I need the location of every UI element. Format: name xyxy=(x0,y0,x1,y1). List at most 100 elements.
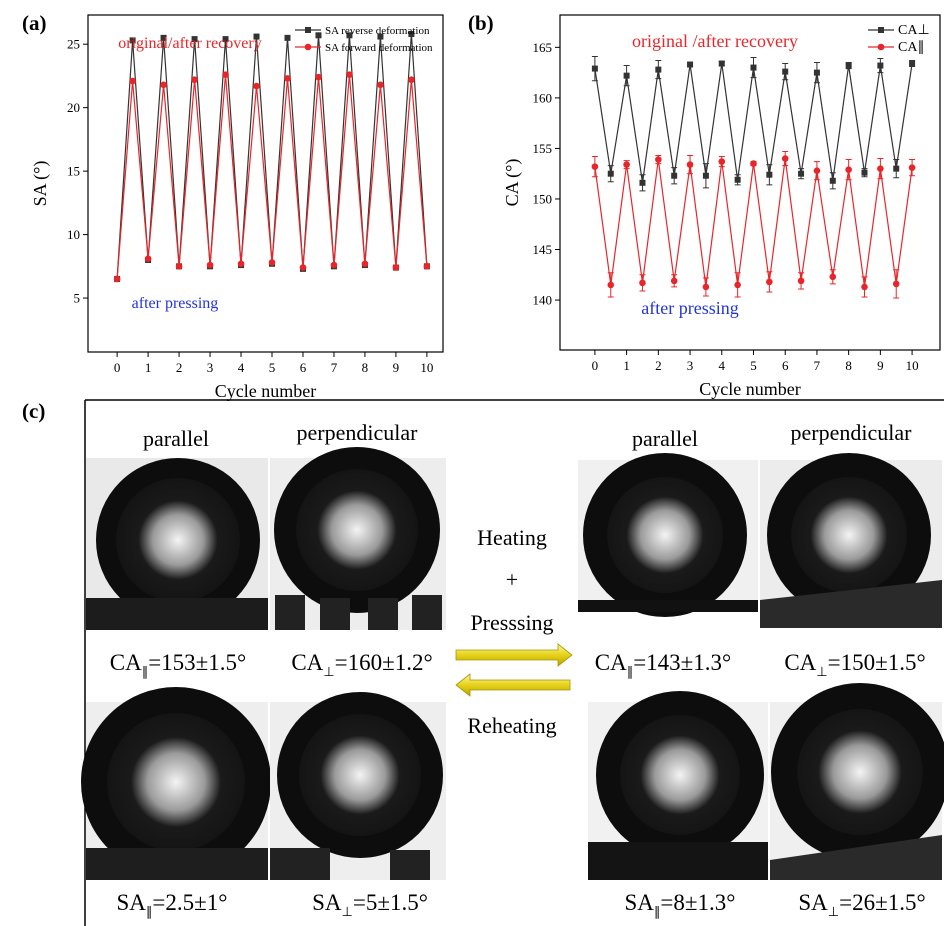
caption-sub: ∥ xyxy=(142,664,149,679)
marker xyxy=(160,34,167,41)
annotation: original /after recovery xyxy=(632,31,798,51)
x-tick-label: 8 xyxy=(845,358,852,373)
legend-label: SA forward deformation xyxy=(325,42,433,54)
header: parallel xyxy=(143,426,209,451)
y-tick-label: 5 xyxy=(74,291,81,306)
marker xyxy=(237,260,245,268)
marker xyxy=(408,31,415,38)
marker xyxy=(798,170,805,177)
marker xyxy=(750,160,757,167)
marker xyxy=(191,76,198,84)
marker xyxy=(423,263,431,270)
photo xyxy=(588,691,768,880)
photo xyxy=(770,683,944,880)
caption-rest: =2.5±1° xyxy=(152,890,227,915)
marker xyxy=(377,33,384,40)
caption-sub: ⊥ xyxy=(816,664,827,679)
x-tick-label: 7 xyxy=(331,360,338,375)
marker xyxy=(750,64,757,71)
arrow xyxy=(455,673,571,697)
marker xyxy=(330,261,338,269)
marker xyxy=(909,60,916,67)
marker xyxy=(893,165,900,172)
photo xyxy=(270,692,446,880)
photo xyxy=(578,453,758,617)
y-tick-label: 20 xyxy=(67,100,80,115)
x-tick-label: 1 xyxy=(623,358,630,373)
x-tick-label: 10 xyxy=(420,360,433,375)
annotation: after pressing xyxy=(641,298,738,318)
caption-rest: =150±1.5° xyxy=(828,650,926,675)
marker xyxy=(392,264,400,271)
caption-rest: =8±1.3° xyxy=(660,890,735,915)
caption-rest: =26±1.5° xyxy=(839,890,926,915)
caption: CA∥=153±1.5° xyxy=(110,650,247,679)
marker xyxy=(861,169,868,176)
header: perpendicular xyxy=(791,420,913,445)
marker xyxy=(813,69,820,76)
marker xyxy=(299,264,307,271)
marker xyxy=(861,283,868,291)
y-axis-label: SA (°) xyxy=(30,161,51,207)
x-tick-label: 3 xyxy=(687,358,694,373)
marker xyxy=(222,71,229,78)
legend-marker xyxy=(877,43,885,51)
y-tick-label: 160 xyxy=(533,90,553,105)
y-axis-label: CA (°) xyxy=(502,159,523,207)
x-tick-label: 6 xyxy=(782,358,789,373)
process-label: Presssing xyxy=(470,610,553,635)
legend-marker xyxy=(304,43,312,51)
caption: CA⊥=160±1.2° xyxy=(291,650,432,679)
caption-base: CA xyxy=(784,650,816,675)
legend-label: SA reverse deformation xyxy=(325,25,430,37)
marker xyxy=(687,61,694,68)
x-tick-label: 0 xyxy=(114,360,121,375)
panel-c: (c) parallel perpendicular parallel perp… xyxy=(22,399,944,926)
marker xyxy=(253,82,260,90)
x-axis-label: Cycle number xyxy=(215,381,316,401)
marker xyxy=(829,273,837,281)
marker xyxy=(639,179,646,186)
caption-base: CA xyxy=(110,650,142,675)
plot-frame xyxy=(559,14,941,351)
marker xyxy=(670,277,678,285)
marker xyxy=(191,36,198,43)
marker xyxy=(813,167,821,174)
caption-rest: =160±1.2° xyxy=(335,650,433,675)
x-tick-label: 1 xyxy=(145,360,152,375)
x-tick-label: 5 xyxy=(269,360,276,375)
process-label: Reheating xyxy=(467,713,556,738)
marker xyxy=(144,255,152,263)
x-tick-label: 7 xyxy=(814,358,821,373)
x-tick-label: 4 xyxy=(238,360,245,375)
y-tick-label: 10 xyxy=(67,227,80,242)
caption-sub: ⊥ xyxy=(828,904,839,919)
marker xyxy=(113,275,121,283)
marker xyxy=(129,77,136,85)
x-tick-label: 9 xyxy=(877,358,884,373)
marker xyxy=(623,161,630,168)
photo xyxy=(86,458,268,630)
caption-sub: ⊥ xyxy=(323,664,334,679)
marker xyxy=(718,60,725,67)
marker xyxy=(734,176,741,183)
panel-label: (a) xyxy=(22,11,47,35)
marker xyxy=(222,36,229,43)
x-tick-label: 2 xyxy=(655,358,662,373)
y-tick-label: 150 xyxy=(533,191,553,206)
x-tick-label: 9 xyxy=(393,360,400,375)
y-tick-label: 155 xyxy=(533,141,553,156)
photo xyxy=(760,453,942,628)
caption-base: CA xyxy=(291,650,323,675)
marker xyxy=(845,62,852,69)
marker xyxy=(315,73,322,81)
photo xyxy=(270,447,446,630)
header: perpendicular xyxy=(297,420,419,445)
marker xyxy=(284,34,291,41)
marker xyxy=(607,170,614,177)
caption: CA∥=143±1.3° xyxy=(595,650,732,679)
marker xyxy=(129,37,136,44)
marker xyxy=(877,165,884,172)
